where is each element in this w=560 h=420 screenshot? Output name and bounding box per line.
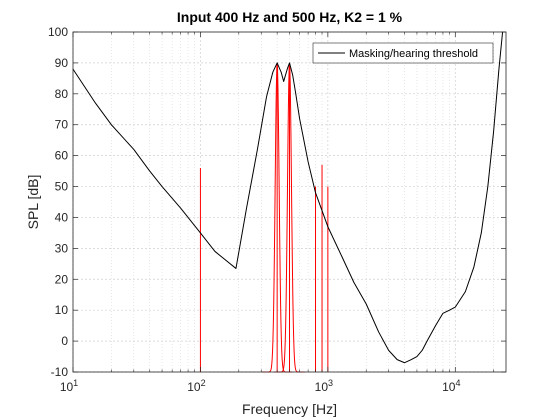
y-tick-label: 10 — [55, 303, 69, 317]
y-tick-label: 50 — [55, 180, 69, 194]
x-tick-label: 102 — [187, 378, 205, 394]
x-tick-label: 101 — [60, 378, 78, 394]
y-tick-label: 30 — [55, 241, 69, 255]
x-tick-label: 104 — [442, 378, 460, 394]
legend-box — [312, 42, 494, 64]
y-tick-label: 80 — [55, 87, 69, 101]
y-tick-label: 0 — [61, 334, 68, 348]
axis-ticks — [72, 31, 506, 373]
x-axis-label: Frequency [Hz] — [242, 401, 337, 417]
x-tick-label: 103 — [315, 378, 333, 394]
y-tick-label: 100 — [48, 25, 68, 39]
y-axis-label: SPL [dB] — [25, 175, 41, 230]
y-tick-label: 20 — [55, 272, 69, 286]
series-line-threshold — [72, 31, 504, 364]
y-tick-label: 90 — [55, 56, 69, 70]
chart-title: Input 400 Hz and 500 Hz, K2 = 1 % — [177, 9, 403, 25]
y-tick-label: 40 — [55, 210, 69, 224]
axis-tick-labels: 101 102 103 104 -10 0 10 20 30 40 50 60 70 80 90 100 — [48, 25, 461, 394]
legend-entry-threshold: Masking/hearing threshold — [349, 48, 478, 60]
y-tick-label: 70 — [55, 118, 69, 132]
legend: Masking/hearing threshold — [312, 42, 494, 64]
y-tick-label: -10 — [51, 365, 69, 379]
y-tick-label: 60 — [55, 149, 69, 163]
